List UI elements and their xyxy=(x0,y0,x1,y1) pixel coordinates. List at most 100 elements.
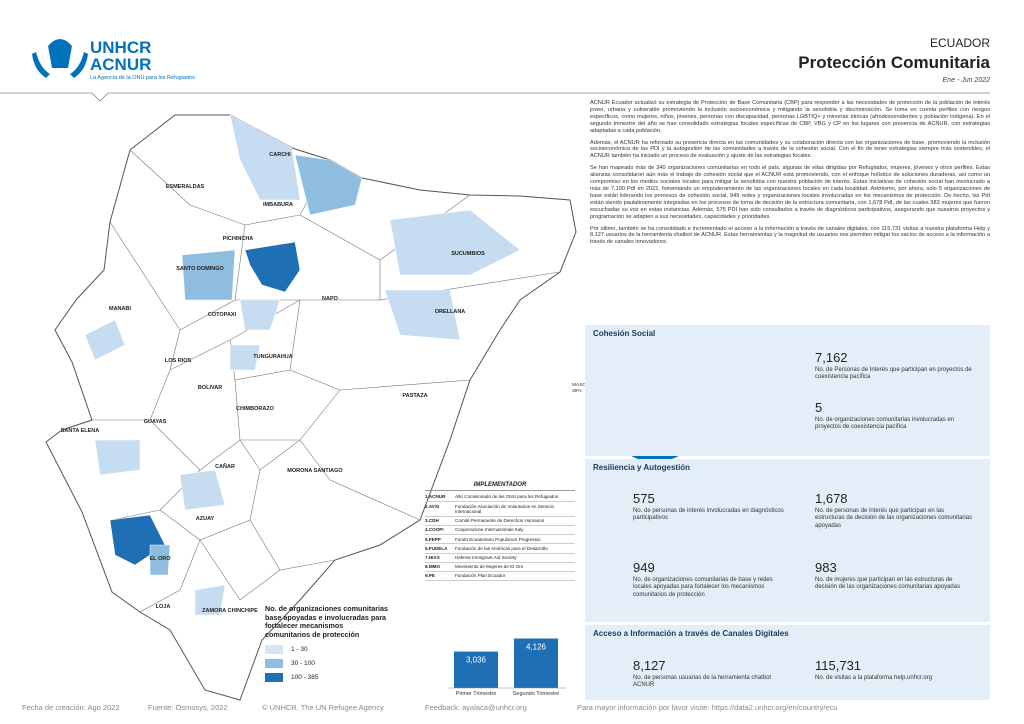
section-title: Acceso a Información a través de Canales… xyxy=(593,629,789,638)
legend-label: 100 - 385 xyxy=(291,674,319,681)
stat-value: 1,678 xyxy=(815,491,848,506)
bar-category-label: Segundo Trimestre xyxy=(513,691,559,697)
province-label: LOJA xyxy=(156,604,171,610)
header-rule xyxy=(0,92,990,102)
province-label: LOS RIOS xyxy=(165,358,192,364)
bar-category-label: Primer Trimestre xyxy=(456,691,497,697)
table-name: Fundación Asociación de Voluntarios en S… xyxy=(455,503,555,514)
province-label: MORONA SANTIAGO xyxy=(287,468,343,474)
stat-label: No. de personas de interés involucradas … xyxy=(633,508,784,522)
province-label: PICHINCHA xyxy=(223,236,254,242)
paragraph: ACNUR Ecuador actualizó su estrategia de… xyxy=(590,100,990,134)
province-label: CAÑAR xyxy=(215,463,235,470)
paragraph: Por último, también se ha consolidado e … xyxy=(590,225,990,246)
table-code: 5.FEPP xyxy=(425,536,441,542)
page-title: Protección Comunitaria xyxy=(798,53,990,72)
section-panel xyxy=(585,325,990,456)
province-label: MANABI xyxy=(109,306,131,312)
bar xyxy=(454,651,498,688)
province-labels: CARCHI ESMERALDAS IMBABURA PICHINCHA SUC… xyxy=(61,152,485,614)
table-name: Comité Permanente de Derechos Humanos xyxy=(455,518,545,524)
stat-value: 575 xyxy=(633,491,655,506)
stat-value: 983 xyxy=(815,560,837,575)
province-label: GUAYAS xyxy=(144,419,167,425)
stat-label: No. de Personas de Interés que participa… xyxy=(815,367,972,381)
implementer-table: IMPLEMENTADOR 1.ACNUR Alto Comisionado de … xyxy=(425,482,575,582)
footer-text: Fuente: Osmosys, 2022 xyxy=(148,703,228,712)
table-name: Fundación Plan Ecuador xyxy=(455,573,506,579)
province-label: AZUAY xyxy=(196,516,215,522)
footer-text: Para mayor información por favor visite:… xyxy=(577,703,838,712)
legend-swatch xyxy=(265,645,283,654)
province-label: ORELLANA xyxy=(435,309,466,315)
logo-tagline: La Agencia de la ONU para los Refugiados xyxy=(90,75,195,81)
legend-title: No. de organizaciones comunitarias base … xyxy=(265,604,389,639)
country: ECUADOR xyxy=(929,36,990,50)
table-row: 9.PE Fundación Plan Ecuador xyxy=(425,572,575,582)
legend-swatch xyxy=(265,673,283,682)
province-label: COTOPAXI xyxy=(208,312,237,318)
section-panel xyxy=(585,625,990,700)
paragraph: Además, el ACNUR ha reforzado su presenc… xyxy=(590,139,990,160)
table-code: 8.MMO xyxy=(425,564,441,570)
table-row: 8.MMO Movimiento de Mujeres de El Oro xyxy=(425,563,575,572)
stat-label: No. de visitas a la plataforma help.unhc… xyxy=(815,675,933,681)
footer-text: Feedback: ayalaca@unhcr.org xyxy=(425,703,527,712)
province-label: ZAMORA CHINCHIPE xyxy=(202,608,258,614)
table-row: 3.CDH Comité Permanente de Derechos Human… xyxy=(425,517,575,526)
legend-item: 100 - 385 xyxy=(265,673,390,682)
map-legend: No. de organizaciones comunitarias base … xyxy=(265,604,390,687)
province-fill xyxy=(84,114,521,616)
province-label: SUCUMBIOS xyxy=(451,251,485,257)
stat-label: No. de personas de interés que participa… xyxy=(815,508,973,529)
table-name: Hebrew Immigrant Aid Society xyxy=(455,554,517,560)
section-title: Resiliencia y Autogestión xyxy=(593,463,691,472)
bar-value-label: 4,126 xyxy=(526,642,547,651)
table-code: 3.CDH xyxy=(425,518,439,524)
logo-text: UNHCR xyxy=(90,38,151,57)
province-label: ESMERALDAS xyxy=(166,184,205,190)
stat-label: No. de mujeres que participan en las est… xyxy=(815,577,961,591)
table-row: 1.ACNUR Alto Comisionado de las ONU para … xyxy=(425,493,575,503)
legend-swatch xyxy=(265,659,283,668)
table-row: 2.AVSI Fundación Asociación de Voluntario… xyxy=(425,502,575,517)
stat-value: 115,731 xyxy=(815,658,862,673)
table-name: Alto Comisionado de las ONU para los Ref… xyxy=(455,494,559,500)
table-name: Movimiento de Mujeres de El Oro xyxy=(455,564,524,570)
province-label: PASTAZA xyxy=(402,393,427,399)
province-label: TUNGURAHUA xyxy=(253,354,292,360)
province-label: BOLIVAR xyxy=(198,385,222,391)
province-label: CHIMBORAZO xyxy=(236,406,275,412)
bar xyxy=(514,638,558,688)
province-label: CARCHI xyxy=(269,152,291,158)
province-label: SANTO DOMINGO xyxy=(176,266,224,272)
table-row: 4.COOPI Cooperazione Internazionale Italy xyxy=(425,526,575,536)
table-name: Fundación de las Américas para el Desarr… xyxy=(455,545,548,551)
table-row: 6.FUDELA Fundación de las Américas para e… xyxy=(425,544,575,554)
bar-value-label: 3,036 xyxy=(466,656,487,665)
province-label: SANTA ELENA xyxy=(61,428,100,434)
paragraph: Se han mapeado más de 340 organizaciones… xyxy=(590,165,990,220)
legend-item: 30 - 100 xyxy=(265,659,390,668)
table-name: Fondo Ecuatoriano Populorum Progressio xyxy=(455,536,541,542)
table-code: 4.COOPI xyxy=(425,527,444,533)
stat-value: 7,162 xyxy=(815,350,848,365)
stat-value: 5 xyxy=(815,400,823,415)
table-code: 1.ACNUR xyxy=(425,494,446,500)
intro-text: ACNUR Ecuador actualizó su estrategia de… xyxy=(590,100,990,251)
table-name: Cooperazione Internazionale Italy xyxy=(455,527,524,533)
stat-value: 8,127 xyxy=(633,658,666,673)
table-code: 9.PE xyxy=(425,573,435,579)
table-code: 2.AVSI xyxy=(425,503,440,509)
table-row: 5.FEPP Fondo Ecuatoriano Populorum Progre… xyxy=(425,535,575,545)
logo-icon xyxy=(32,39,88,78)
stat-label: No. de organizaciones comunitarias invol… xyxy=(815,417,955,431)
period: Ene - Jun 2022 xyxy=(942,77,990,84)
province-label: NAPO xyxy=(322,296,339,302)
stat-label: No. de organizaciones comunitarias de ba… xyxy=(633,577,773,598)
table-title: IMPLEMENTADOR xyxy=(425,482,575,491)
province-label: IMBABURA xyxy=(263,202,293,208)
table-code: 7.HIAS xyxy=(425,554,440,560)
legend-item: 1 - 30 xyxy=(265,645,390,654)
